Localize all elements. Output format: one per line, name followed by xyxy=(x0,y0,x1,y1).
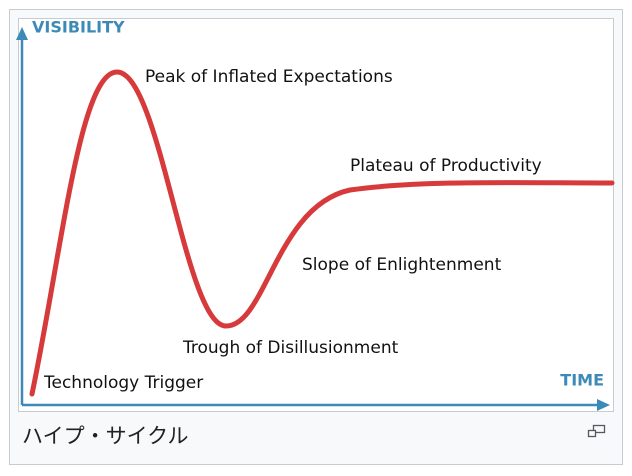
y-axis-arrow xyxy=(16,27,28,40)
diagram-image[interactable] xyxy=(18,18,614,412)
x-axis-arrow xyxy=(597,399,610,411)
hype-curve xyxy=(29,69,615,397)
enlarge-icon[interactable] xyxy=(587,424,606,438)
x-axis-label: TIME xyxy=(560,371,604,390)
phase-label: Slope of Enlightenment xyxy=(302,255,502,275)
phase-label: Peak of Inflated Expectations xyxy=(145,67,393,87)
phase-label: Plateau of Productivity xyxy=(350,156,542,176)
y-axis-label: VISIBILITY xyxy=(32,18,125,37)
phase-label: Trough of Disillusionment xyxy=(182,338,399,358)
caption: ハイプ・サイクル xyxy=(22,424,189,448)
phase-label: Technology Trigger xyxy=(43,373,203,393)
